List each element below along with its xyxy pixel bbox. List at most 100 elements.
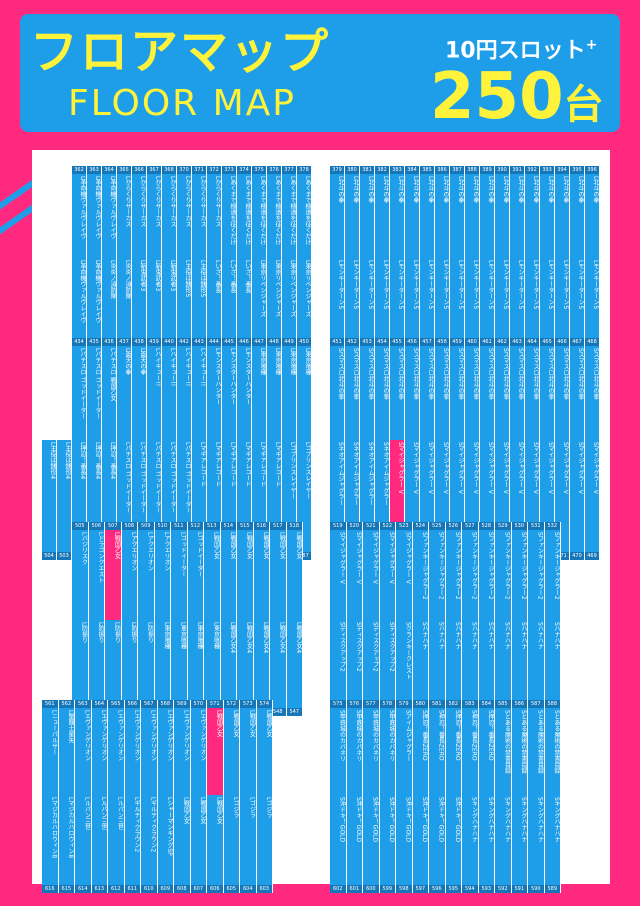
machine-slot[interactable]: Lゴジラ [240, 795, 257, 885]
machine-slot[interactable]: L東京喰種 [267, 346, 282, 451]
machine-slot[interactable]: L戦国乙女 [207, 795, 224, 885]
machine-slot[interactable]: Sスマスロ北斗の拳 [570, 346, 585, 451]
machine-slot[interactable]: Lエヴァンゲリオン [190, 708, 207, 804]
machine-slot[interactable]: Lエヴァンゲリオン [75, 708, 92, 804]
machine-slot[interactable]: Sスマスロ北斗の拳 [450, 346, 465, 451]
machine-slot[interactable]: S押忍！番長ZERO [445, 708, 462, 804]
machine-slot[interactable]: Sファンキージャグラー2 [462, 530, 479, 630]
machine-slot[interactable]: L戦国乙女 [256, 708, 273, 804]
machine-slot[interactable]: L戦国乙女4 [220, 620, 237, 708]
machine-slot[interactable]: S押忍！番長ZERO [462, 708, 479, 804]
machine-slot[interactable]: S沖ドキ！GOLD [346, 795, 363, 885]
machine-slot[interactable]: Sハナハナ [429, 620, 446, 708]
machine-slot[interactable]: Lパチスロ ゴッドイーター [87, 346, 102, 451]
machine-slot[interactable]: Sキングハナハナ [462, 795, 479, 885]
machine-slot[interactable]: Sスマスロ北斗の拳 [375, 346, 390, 451]
machine-slot[interactable]: Sファンキージャグラー2 [544, 530, 561, 630]
machine-slot[interactable]: L主役は銭形4 [42, 440, 57, 552]
machine-slot[interactable]: Lモンスターハンター [207, 346, 222, 451]
machine-slot[interactable]: L東京喰種 [252, 346, 267, 451]
machine-slot[interactable]: Lドラゴンクエスト [88, 530, 105, 630]
machine-slot[interactable]: Sファンキージャグラー2 [478, 530, 495, 630]
machine-slot[interactable]: Sとある魔術の禁書目録 [544, 708, 561, 804]
machine-slot[interactable]: Sファンキージャグラー2 [511, 530, 528, 630]
machine-slot[interactable]: Lエヴァンゲリオン [91, 708, 108, 804]
machine-slot[interactable]: S沖ドキ！GOLD [330, 795, 347, 885]
machine-slot[interactable]: Lハイキュー!! [192, 346, 207, 451]
machine-slot[interactable]: L戦国乙女4 [253, 620, 270, 708]
machine-slot[interactable]: Sとある魔術の禁書目録 [495, 708, 512, 804]
machine-slot[interactable]: L東京喰種 [204, 620, 221, 708]
machine-slot[interactable]: Lゴッドイーター [171, 530, 188, 630]
machine-slot[interactable]: Sスマスロ北斗の拳 [495, 346, 510, 451]
machine-slot[interactable]: Lモンスターハンター [222, 346, 237, 451]
machine-slot[interactable]: Sハナハナ [495, 620, 512, 708]
machine-slot[interactable]: Sスマスロ北斗の拳 [360, 346, 375, 451]
machine-slot[interactable]: Sスマスロ北斗の拳 [585, 346, 600, 451]
machine-slot[interactable]: L防振り [105, 620, 122, 708]
machine-slot[interactable]: L防振り [72, 620, 89, 708]
machine-slot[interactable]: Sディスクアップ2 [379, 620, 396, 708]
machine-slot[interactable]: Sマイジャグラー V [396, 530, 413, 630]
machine-slot[interactable]: Sハナハナ [462, 620, 479, 708]
machine-slot[interactable]: L蒼天の拳 [132, 346, 147, 451]
machine-slot[interactable]: Sマイジャグラー V [585, 440, 600, 552]
machine-slot[interactable]: Lゴジラ [223, 795, 240, 885]
machine-slot[interactable]: Sマイジャグラー V [570, 440, 585, 552]
machine-slot[interactable]: Sスマスロ北斗の拳 [540, 346, 555, 451]
machine-slot[interactable]: S沖ドキ！GOLD [363, 795, 380, 885]
machine-slot[interactable]: Lアクエリオン [138, 530, 155, 630]
machine-slot[interactable]: Sスマスロ北斗の拳 [480, 346, 495, 451]
machine-slot[interactable]: S沖ドキ！GOLD [379, 795, 396, 885]
machine-slot[interactable]: Sファンキージャグラー2 [429, 530, 446, 630]
machine-slot[interactable]: Sファンキージャグラー2 [412, 530, 429, 630]
machine-slot[interactable]: L東京喰種 [282, 346, 297, 451]
machine-slot[interactable]: S甲鉄城のカバネリ [379, 708, 396, 804]
machine-slot[interactable]: S甲鉄城のカバネリ [330, 708, 347, 804]
machine-slot[interactable]: Lエヴァンゲリオン [157, 708, 174, 804]
machine-slot[interactable]: Lマジカルハロウィン8 [58, 795, 75, 885]
machine-slot[interactable]: Sアイムジャグラー [396, 708, 413, 804]
machine-slot[interactable]: Lルパン三世 [91, 795, 108, 885]
machine-slot[interactable]: Sスマスロ北斗の拳 [510, 346, 525, 451]
machine-slot[interactable]: S甲鉄城のカバネリ [346, 708, 363, 804]
machine-slot[interactable]: Lルパン三世 [108, 795, 125, 885]
machine-slot[interactable]: Sマイジャグラー V [330, 530, 347, 630]
machine-slot[interactable]: Sハナハナ [412, 620, 429, 708]
machine-slot[interactable]: L戦国乙女 [253, 530, 270, 630]
machine-slot[interactable]: Sハナハナ [511, 620, 528, 708]
machine-slot[interactable]: Lモンスターハンター [237, 346, 252, 451]
machine-slot[interactable]: L東京喰種 [171, 620, 188, 708]
machine-slot[interactable]: Sスマスロ北斗の拳 [555, 346, 570, 451]
machine-slot[interactable]: L防振り [88, 620, 105, 708]
machine-slot[interactable]: Sキングハナハナ [528, 795, 545, 885]
machine-slot[interactable]: L戦国乙女 [190, 795, 207, 885]
machine-slot[interactable]: Lマジカルハロウィン8 [42, 795, 59, 885]
machine-slot[interactable]: L戦国乙女 [286, 530, 303, 630]
machine-slot[interactable]: Sクランキークレスト [396, 620, 413, 708]
machine-slot[interactable]: Sスマスロ北斗の拳 [345, 346, 360, 451]
machine-slot[interactable]: Lゴジラ [256, 795, 273, 885]
machine-slot[interactable]: L主役は銭形4 [57, 440, 72, 552]
machine-slot[interactable]: L戦国乙女4 [286, 620, 303, 708]
machine-slot[interactable]: Sマイジャグラー V [379, 530, 396, 630]
machine-slot[interactable]: Lハイキュー!! [162, 346, 177, 451]
machine-slot[interactable]: L戦国乙女 [174, 795, 191, 885]
machine-slot[interactable]: Sハナハナ [445, 620, 462, 708]
machine-slot[interactable]: Sキングハナハナ [511, 795, 528, 885]
machine-slot[interactable]: Sとある魔術の禁書目録 [511, 708, 528, 804]
machine-slot[interactable]: Lバジリスク [72, 530, 89, 630]
machine-slot[interactable]: S沖ドキ！GOLD [429, 795, 446, 885]
machine-slot[interactable]: L戦国乙女4 [270, 620, 287, 708]
machine-slot[interactable]: L防振り [138, 620, 155, 708]
machine-slot[interactable]: L戦国乙女 [220, 530, 237, 630]
machine-slot[interactable]: Sスマスロ北斗の拳 [330, 346, 345, 451]
machine-slot[interactable]: L防振り [121, 620, 138, 708]
machine-slot[interactable]: Sキングハナハナ [478, 795, 495, 885]
machine-slot[interactable]: Lルパン三世 [75, 795, 92, 885]
machine-slot[interactable]: L戦国乙女 [207, 708, 224, 804]
machine-slot[interactable]: L戦国乙女 [270, 530, 287, 630]
machine-slot[interactable]: L蒼天の拳 [117, 346, 132, 451]
machine-slot[interactable]: Sハナハナ [478, 620, 495, 708]
machine-slot[interactable]: Sマイジャグラー V [363, 530, 380, 630]
